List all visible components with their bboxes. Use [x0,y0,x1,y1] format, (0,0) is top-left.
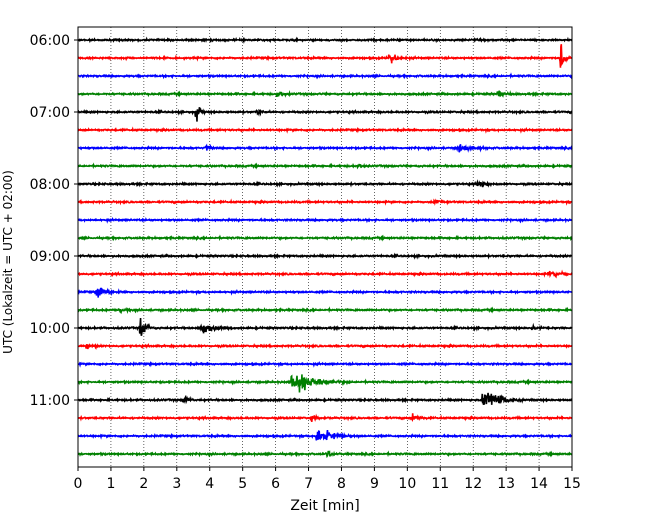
x-axis-ticks: 0 1 2 3 4 5 6 7 8 9 10 11 12 13 14 15 [74,467,581,492]
seismic-trace [77,107,573,122]
x-tick-label: 1 [106,476,115,492]
x-tick-label: 8 [337,476,346,492]
seismic-trace [77,36,573,45]
y-axis-ticks: 06:00 07:00 08:00 09:00 10:00 11:00 [30,33,78,409]
seismic-trace [77,429,573,441]
seismic-trace [77,198,573,206]
seismic-trace [77,306,573,315]
seismic-trace [77,216,573,224]
x-tick-label: 14 [530,476,548,492]
x-axis-label: Zeit [min] [290,498,359,514]
seismic-trace [77,89,573,98]
x-tick-label: 10 [398,476,416,492]
y-tick-label: 09:00 [30,249,70,265]
y-tick-label: 10:00 [30,321,70,337]
seismic-trace [77,234,573,242]
seismic-traces [77,36,573,459]
vertical-grid [110,27,540,467]
plot-frame [77,26,573,468]
x-tick-label: 0 [74,476,83,492]
x-tick-label: 15 [563,476,581,492]
seismic-trace [77,374,573,393]
x-tick-label: 5 [238,476,247,492]
x-tick-label: 6 [271,476,280,492]
x-tick-label: 13 [497,476,515,492]
x-tick-label: 3 [172,476,181,492]
seismic-trace [77,413,573,423]
x-tick-label: 9 [370,476,379,492]
seismic-trace [77,179,573,188]
x-tick-label: 12 [464,476,482,492]
seismic-trace [77,449,573,459]
y-tick-label: 11:00 [30,393,70,409]
seismic-trace [77,252,573,260]
y-tick-label: 06:00 [30,33,70,49]
y-tick-label: 08:00 [30,177,70,193]
x-tick-label: 7 [304,476,313,492]
seismic-trace [77,143,573,153]
seismic-trace [77,392,573,406]
x-tick-label: 2 [139,476,148,492]
seismic-trace [77,126,573,134]
seismic-trace [77,162,573,170]
y-axis-label: UTC (Lokalzeit = UTC + 02:00) [1,170,15,354]
seismic-trace [77,342,573,351]
seismic-trace [77,44,573,68]
seismic-trace [77,360,573,368]
seismic-trace [77,318,573,336]
x-tick-label: 4 [205,476,214,492]
seismic-trace [77,72,573,80]
seismic-trace [77,269,573,279]
y-tick-label: 07:00 [30,105,70,121]
x-tick-label: 11 [431,476,449,492]
seismic-trace [77,287,573,298]
